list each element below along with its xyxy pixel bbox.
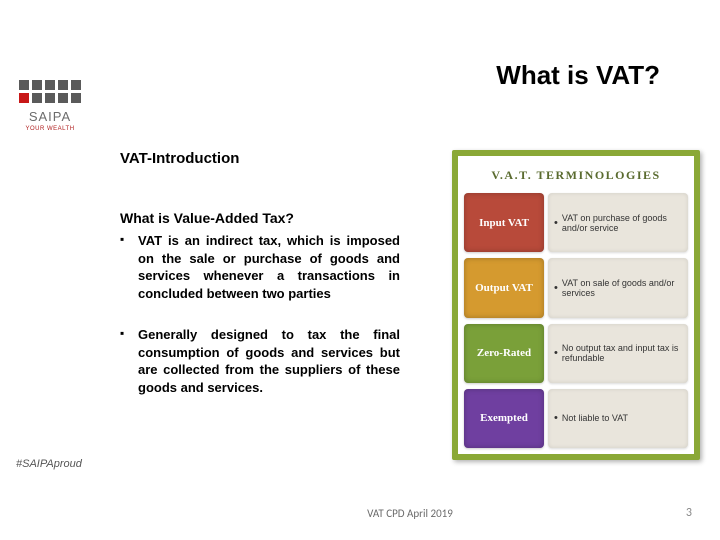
bullet-text: Generally designed to tax the final cons… xyxy=(138,326,400,396)
infographic-row: Zero-RatedNo output tax and input tax is… xyxy=(464,324,688,383)
logo-square xyxy=(71,80,81,90)
infographic-title: V.A.T. TERMINOLOGIES xyxy=(464,162,688,193)
bullet-list: ▪VAT is an indirect tax, which is impose… xyxy=(120,232,400,420)
logo-square xyxy=(58,93,68,103)
page-title: What is VAT? xyxy=(496,60,660,91)
page-number: 3 xyxy=(686,506,692,520)
bullet-marker: ▪ xyxy=(120,232,138,302)
vat-terminologies-infographic: V.A.T. TERMINOLOGIES Input VATVAT on pur… xyxy=(452,150,700,460)
footer-text: VAT CPD April 2019 xyxy=(100,507,720,520)
hashtag: #SAIPAproud xyxy=(16,458,82,470)
logo-square xyxy=(58,80,68,90)
infographic-row-desc: No output tax and input tax is refundabl… xyxy=(548,324,688,383)
infographic-row: Output VATVAT on sale of goods and/or se… xyxy=(464,258,688,317)
section-subtitle: VAT-Introduction xyxy=(120,150,239,167)
logo-square xyxy=(32,93,42,103)
bullet-text: VAT is an indirect tax, which is imposed… xyxy=(138,232,400,302)
logo-square xyxy=(19,93,29,103)
infographic-row: ExemptedNot liable to VAT xyxy=(464,389,688,448)
logo-text: SAIPA xyxy=(29,109,71,124)
logo-grid xyxy=(19,80,81,103)
infographic-rows: Input VATVAT on purchase of goods and/or… xyxy=(464,193,688,448)
logo-square xyxy=(19,80,29,90)
infographic-row-label: Output VAT xyxy=(464,258,544,317)
logo-square xyxy=(71,93,81,103)
infographic-row-desc: Not liable to VAT xyxy=(548,389,688,448)
main-content: What is VAT? VAT-Introduction What is Va… xyxy=(100,0,720,540)
logo-square xyxy=(45,93,55,103)
infographic-row-desc: VAT on purchase of goods and/or service xyxy=(548,193,688,252)
infographic-row-desc: VAT on sale of goods and/or services xyxy=(548,258,688,317)
bullet-marker: ▪ xyxy=(120,326,138,396)
logo-square xyxy=(45,80,55,90)
infographic-row-label: Zero-Rated xyxy=(464,324,544,383)
infographic-row-label: Input VAT xyxy=(464,193,544,252)
logo-square xyxy=(32,80,42,90)
sidebar: SAIPA YOUR WEALTH #SAIPAproud xyxy=(0,0,100,540)
bullet-item: ▪Generally designed to tax the final con… xyxy=(120,326,400,396)
logo-tagline: YOUR WEALTH xyxy=(25,126,74,132)
section-question: What is Value-Added Tax? xyxy=(120,210,294,226)
infographic-row-label: Exempted xyxy=(464,389,544,448)
bullet-item: ▪VAT is an indirect tax, which is impose… xyxy=(120,232,400,302)
infographic-row: Input VATVAT on purchase of goods and/or… xyxy=(464,193,688,252)
